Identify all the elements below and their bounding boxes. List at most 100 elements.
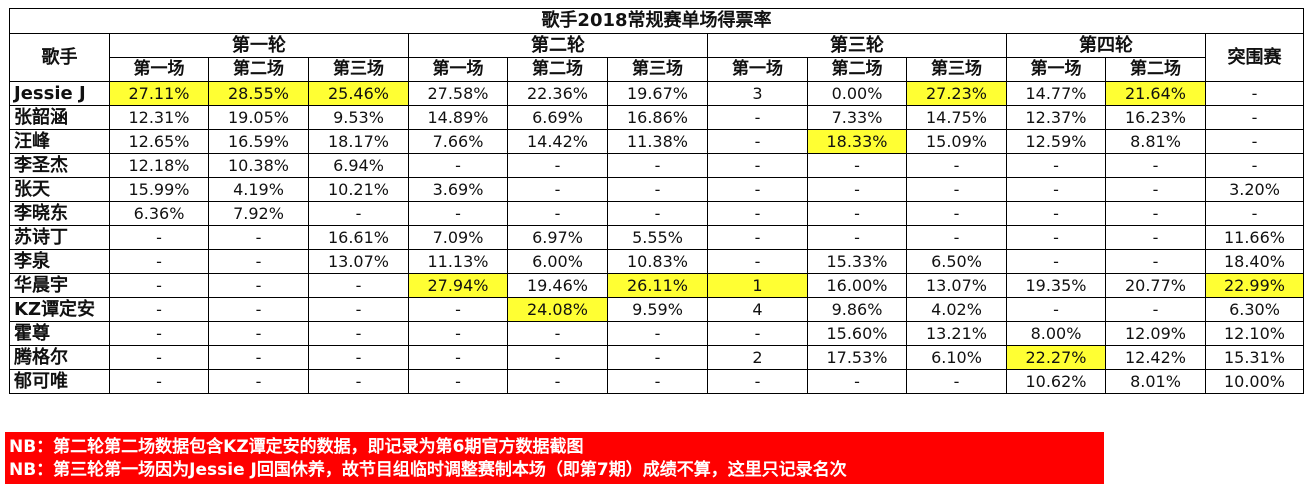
vote-rate-cell: - [109, 345, 209, 370]
breakout-cell: 6.30% [1205, 297, 1304, 322]
vote-rate-cell: 8.01% [1105, 369, 1206, 394]
singer-name: 李晓东 [9, 201, 110, 226]
vote-rate-cell: 10.83% [607, 249, 708, 274]
game-subheader: 第一场 [707, 57, 808, 82]
vote-rate-cell: 17.53% [807, 345, 907, 370]
vote-rate-cell: 5.55% [607, 225, 708, 250]
breakout-cell: - [1205, 105, 1304, 130]
note-round2-game2: NB：第二轮第二场数据包含KZ谭定安的数据，即记录为第6期官方数据截图 [9, 437, 584, 457]
vote-rate-cell: 10.21% [308, 177, 409, 202]
vote-rate-cell: 10.38% [208, 153, 309, 178]
vote-rate-cell: - [507, 201, 608, 226]
table-row: 霍尊 - - - - - - -15.60% 13.21% 8.00% 12.09% 12.10% [9, 321, 1304, 346]
vote-rate-cell: 3.69% [408, 177, 508, 202]
vote-rate-cell: 15.33% [807, 249, 907, 274]
vote-rate-cell: 15.09% [906, 129, 1007, 154]
vote-rate-cell: 13.07% [308, 249, 409, 274]
vote-rate-cell: - [109, 297, 209, 322]
vote-rate-cell: 19.67% [607, 81, 708, 106]
vote-rate-cell: 12.59% [1006, 129, 1106, 154]
breakout-cell: - [1205, 201, 1304, 226]
vote-rate-cell: - [208, 297, 309, 322]
breakout-cell: - [1205, 153, 1304, 178]
singer-name: 腾格尔 [9, 345, 110, 370]
vote-rate-cell: 14.42% [507, 129, 608, 154]
vote-rate-cell: - [707, 177, 808, 202]
vote-rate-cell: 28.55% [208, 81, 309, 106]
table-row: Jessie J 27.11% 28.55% 25.46% 27.58% 22.36% 19… [9, 81, 1304, 106]
vote-rate-cell: 8.81% [1105, 129, 1206, 154]
vote-rate-cell: 16.61% [308, 225, 409, 250]
vote-rate-cell: - [208, 273, 309, 298]
breakout-cell: 22.99% [1205, 273, 1304, 298]
vote-rate-cell: - [807, 225, 907, 250]
vote-rate-cell: - [607, 345, 708, 370]
vote-rate-cell: 4.19% [208, 177, 309, 202]
vote-rate-cell: 9.53% [308, 105, 409, 130]
vote-rate-cell: 6.00% [507, 249, 608, 274]
vote-rate-cell: - [109, 249, 209, 274]
vote-rate-cell: - [208, 225, 309, 250]
vote-rate-cell: 14.89% [408, 105, 508, 130]
vote-rate-cell: 27.11% [109, 81, 209, 106]
vote-rate-cell: 6.50% [906, 249, 1007, 274]
breakout-header: 突围赛 [1205, 33, 1304, 82]
breakout-cell: 10.00% [1205, 369, 1304, 394]
vote-rate-cell: - [507, 345, 608, 370]
table-row: 李晓东 6.36% 7.92% - - - - - - - - - - [9, 201, 1304, 226]
game-subheader: 第二场 [1105, 57, 1206, 82]
vote-rate-cell: - [707, 201, 808, 226]
vote-rate-cell: 9.86% [807, 297, 907, 322]
vote-rate-cell: - [1105, 153, 1206, 178]
table-title: 歌手2018常规赛单场得票率 [9, 8, 1304, 34]
game-subheader: 第三场 [308, 57, 409, 82]
vote-rate-cell: - [807, 369, 907, 394]
vote-rate-cell: - [807, 201, 907, 226]
vote-rate-cell: 27.94% [408, 273, 508, 298]
breakout-cell: 11.66% [1205, 225, 1304, 250]
vote-rate-table: 歌手2018常规赛单场得票率 歌手 第一轮 第二轮 第三轮 第四轮 突围赛 第一… [9, 8, 1304, 394]
singer-name: 霍尊 [9, 321, 110, 346]
vote-rate-cell: 6.69% [507, 105, 608, 130]
vote-rate-cell: 11.13% [408, 249, 508, 274]
vote-rate-cell: - [408, 297, 508, 322]
vote-rate-cell: 19.35% [1006, 273, 1106, 298]
vote-rate-cell: 27.58% [408, 81, 508, 106]
vote-rate-cell: - [308, 345, 409, 370]
vote-rate-cell: - [1105, 225, 1206, 250]
vote-rate-cell: 19.46% [507, 273, 608, 298]
vote-rate-cell: - [507, 177, 608, 202]
vote-rate-cell: 14.75% [906, 105, 1007, 130]
vote-rate-cell: - [1105, 249, 1206, 274]
vote-rate-cell: 9.59% [607, 297, 708, 322]
vote-rate-cell: 24.08% [507, 297, 608, 322]
vote-rate-cell: - [707, 321, 808, 346]
vote-rate-cell: 12.37% [1006, 105, 1106, 130]
vote-rate-cell: 12.18% [109, 153, 209, 178]
vote-rate-cell: - [208, 345, 309, 370]
singer-name: 张天 [9, 177, 110, 202]
vote-rate-cell: 25.46% [308, 81, 409, 106]
vote-rate-cell: - [507, 153, 608, 178]
game-subheader: 第三场 [607, 57, 708, 82]
vote-rate-cell: 15.99% [109, 177, 209, 202]
vote-rate-cell: - [408, 321, 508, 346]
vote-rate-cell: 18.33% [807, 129, 907, 154]
breakout-cell: 3.20% [1205, 177, 1304, 202]
vote-rate-cell: 16.59% [208, 129, 309, 154]
vote-rate-cell: - [308, 369, 409, 394]
vote-rate-cell: 11.38% [607, 129, 708, 154]
vote-rate-cell: 2 [707, 345, 808, 370]
vote-rate-cell: - [707, 369, 808, 394]
vote-rate-cell: 6.94% [308, 153, 409, 178]
vote-rate-cell: - [507, 321, 608, 346]
table-row: 郁可唯 - - - - - - - - -10.62% 8.01% 10.00% [9, 369, 1304, 394]
singer-header: 歌手 [9, 33, 110, 82]
singer-name: 华晨宇 [9, 273, 110, 298]
vote-rate-cell: 6.10% [906, 345, 1007, 370]
vote-rate-cell: - [1006, 297, 1106, 322]
vote-rate-cell: 1 [707, 273, 808, 298]
round-2-header: 第二轮 [408, 33, 708, 58]
vote-rate-cell: 3 [707, 81, 808, 106]
table-row: 华晨宇 - - -27.94% 19.46% 26.11% 1 16.00% 13.07% 19.… [9, 273, 1304, 298]
